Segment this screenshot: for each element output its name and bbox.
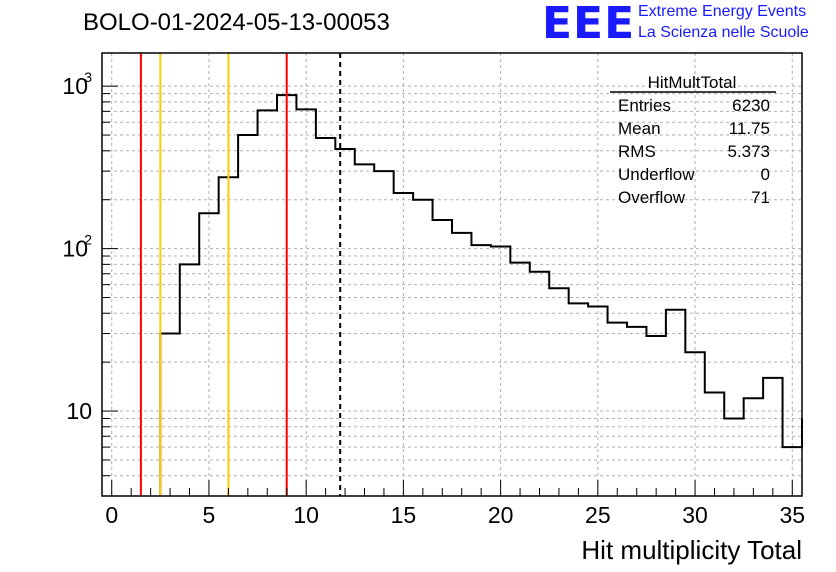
histogram-bin [258,110,277,496]
histogram-outline [159,94,803,496]
stats-label: Overflow [618,188,686,207]
histogram-bin [744,398,763,496]
histogram-bin [685,352,704,496]
histogram-bin [588,307,607,496]
stats-value: 0 [761,165,770,184]
stats-value: 5.373 [727,142,770,161]
y-tick-label: 10 [66,398,92,424]
x-tick-label: 35 [779,502,805,528]
stats-label: RMS [618,142,656,161]
y-tick-exponent: 2 [84,232,92,248]
x-tick-label: 5 [203,502,216,528]
plot-frame [101,52,803,497]
histogram-bin [510,263,529,496]
histogram-bin [355,164,374,496]
histogram-bin [666,310,685,496]
stats-value: 6230 [732,96,770,115]
stats-box: HitMultTotal Entries 6230 Mean 11.75 RMS 5.37… [610,73,776,207]
histogram-bin [316,138,335,496]
histogram-bin [608,323,627,496]
histogram-bin [413,200,432,496]
stats-label: Entries [618,96,671,115]
histogram-bin [530,272,549,496]
histogram-bin [724,418,743,496]
histogram-bin [646,336,665,496]
histogram-bin [491,247,510,496]
logo-subtitle-1: Extreme Energy Events [638,3,807,20]
histogram-bin [238,135,257,496]
histogram-bin [180,264,199,496]
histogram-bin [452,233,471,496]
stats-value: 11.75 [729,119,770,138]
histogram-bin [433,220,452,496]
histogram-bin [549,288,568,496]
stats-rows: Entries 6230 Mean 11.75 RMS 5.373 Underflow 0 Ov… [618,96,770,207]
eee-logo: EEE [542,0,636,49]
histogram-bin [160,334,179,496]
histogram-bin [763,378,782,496]
histogram-bin [569,303,588,496]
y-tick-label: 10 [62,73,88,99]
histogram [159,94,803,496]
histogram-bin [705,393,724,496]
histogram-bin [296,109,315,496]
x-tick-label: 10 [293,502,319,528]
histogram-bin [335,149,354,496]
histogram-bin [471,245,490,496]
x-tick-label: 30 [682,502,708,528]
cut-lines [139,53,342,496]
x-axis-label: Hit multiplicity Total [581,535,802,565]
x-tick-label: 0 [105,502,118,528]
stats-label: Underflow [618,165,695,184]
x-tick-label: 15 [391,502,417,528]
logo-subtitle-2: La Scienza nelle Scuole [638,24,809,41]
y-tick-exponent: 3 [84,69,92,85]
x-tick-label: 25 [585,502,611,528]
histogram-bin [627,327,646,496]
histogram-bin [199,213,218,496]
stats-value: 71 [751,188,770,207]
stats-title: HitMultTotal [648,73,737,92]
stats-label: Mean [618,119,661,138]
x-tick-label: 20 [488,502,514,528]
y-tick-label: 10 [62,236,88,262]
histogram-bin [394,193,413,496]
histogram-bin [374,171,393,496]
page-title: BOLO-01-2024-05-13-00053 [83,9,390,36]
